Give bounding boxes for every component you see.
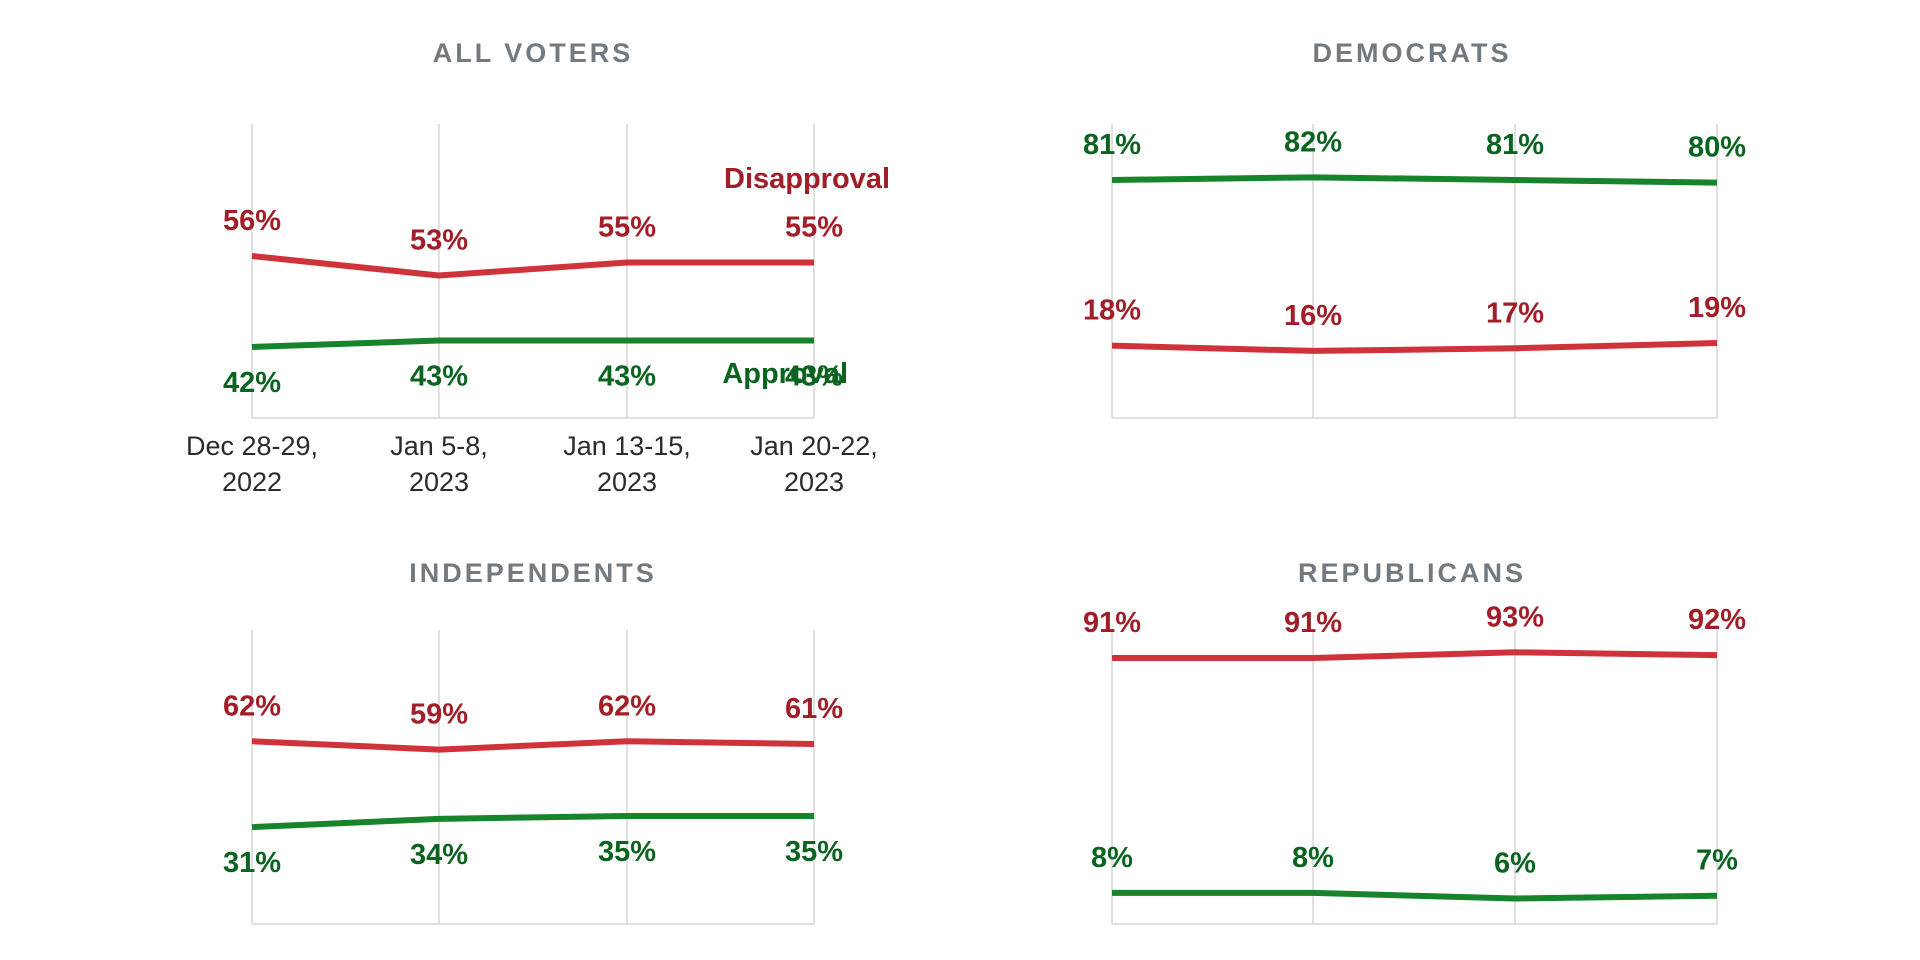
chart-panel-1: ALL VOTERS 56% 53% 55% 55% Disapproval 42% 43% 4… xyxy=(186,38,890,497)
disapproval-data-label: 56% xyxy=(223,205,281,237)
disapproval-data-label: 17% xyxy=(1486,297,1544,329)
chart-panel-2: DEMOCRATS 81% 82% 81% 80% 18% 16% 17% 19% xyxy=(1083,38,1746,419)
disapproval-line xyxy=(1112,649,1718,661)
disapproval-data-label: 91% xyxy=(1083,607,1141,639)
chart-title: DEMOCRATS xyxy=(1313,38,1512,68)
disapproval-data-label: 55% xyxy=(598,212,656,244)
approval-data-label: 43% xyxy=(410,361,468,393)
x-tick-label: Jan 13-15, 2023 xyxy=(563,431,691,497)
disapproval-data-label: 16% xyxy=(1284,300,1342,332)
x-tick-label: Jan 5-8, 2023 xyxy=(390,431,488,497)
approval-series-label: Approval xyxy=(722,358,848,390)
approval-data-label: 31% xyxy=(223,847,281,879)
approval-line xyxy=(1112,889,1718,902)
disapproval-line xyxy=(251,738,815,753)
disapproval-data-label: 59% xyxy=(410,699,468,731)
approval-data-label: 34% xyxy=(410,839,468,871)
disapproval-series-label: Disapproval xyxy=(724,163,890,195)
chart-title: INDEPENDENTS xyxy=(409,558,657,588)
approval-data-label: 7% xyxy=(1696,845,1738,877)
approval-data-label: 43% xyxy=(598,361,656,393)
approval-data-label: 81% xyxy=(1083,129,1141,161)
approval-data-label: 6% xyxy=(1494,848,1536,880)
approval-line xyxy=(1111,174,1718,186)
chart-panel-4: REPUBLICANS 91% 91% 93% 92% 8% 8% 6% 7% xyxy=(1083,558,1746,925)
disapproval-data-label: 62% xyxy=(598,690,656,722)
approval-data-label: 8% xyxy=(1091,842,1133,874)
disapproval-data-label: 61% xyxy=(785,693,843,725)
chart-title: ALL VOTERS xyxy=(433,38,634,68)
approval-data-label: 35% xyxy=(598,836,656,868)
approval-data-label: 80% xyxy=(1688,132,1746,164)
approval-data-label: 42% xyxy=(223,367,281,399)
x-tick-label: Dec 28-29, 2022 xyxy=(186,431,318,497)
disapproval-data-label: 55% xyxy=(785,212,843,244)
disapproval-data-label: 93% xyxy=(1486,601,1544,633)
x-tick-label: Jan 20-22, 2023 xyxy=(750,431,878,497)
disapproval-line xyxy=(251,253,814,279)
disapproval-data-label: 53% xyxy=(410,225,468,257)
approval-data-label: 81% xyxy=(1486,129,1544,161)
approval-data-label: 8% xyxy=(1292,842,1334,874)
approval-data-label: 43% xyxy=(785,361,843,393)
chart-panel-3: INDEPENDENTS 62% 59% 62% 61% 31% 34% 35% 35% xyxy=(223,558,843,925)
approval-data-label: 35% xyxy=(785,836,843,868)
disapproval-line xyxy=(1111,340,1718,354)
disapproval-data-label: 62% xyxy=(223,690,281,722)
disapproval-data-label: 18% xyxy=(1083,295,1141,327)
disapproval-data-label: 19% xyxy=(1688,292,1746,324)
disapproval-data-label: 92% xyxy=(1688,604,1746,636)
chart-title: REPUBLICANS xyxy=(1298,558,1526,588)
approval-data-label: 82% xyxy=(1284,126,1342,158)
approval-line xyxy=(251,813,814,831)
disapproval-data-label: 91% xyxy=(1284,607,1342,639)
approval-line xyxy=(251,337,814,350)
